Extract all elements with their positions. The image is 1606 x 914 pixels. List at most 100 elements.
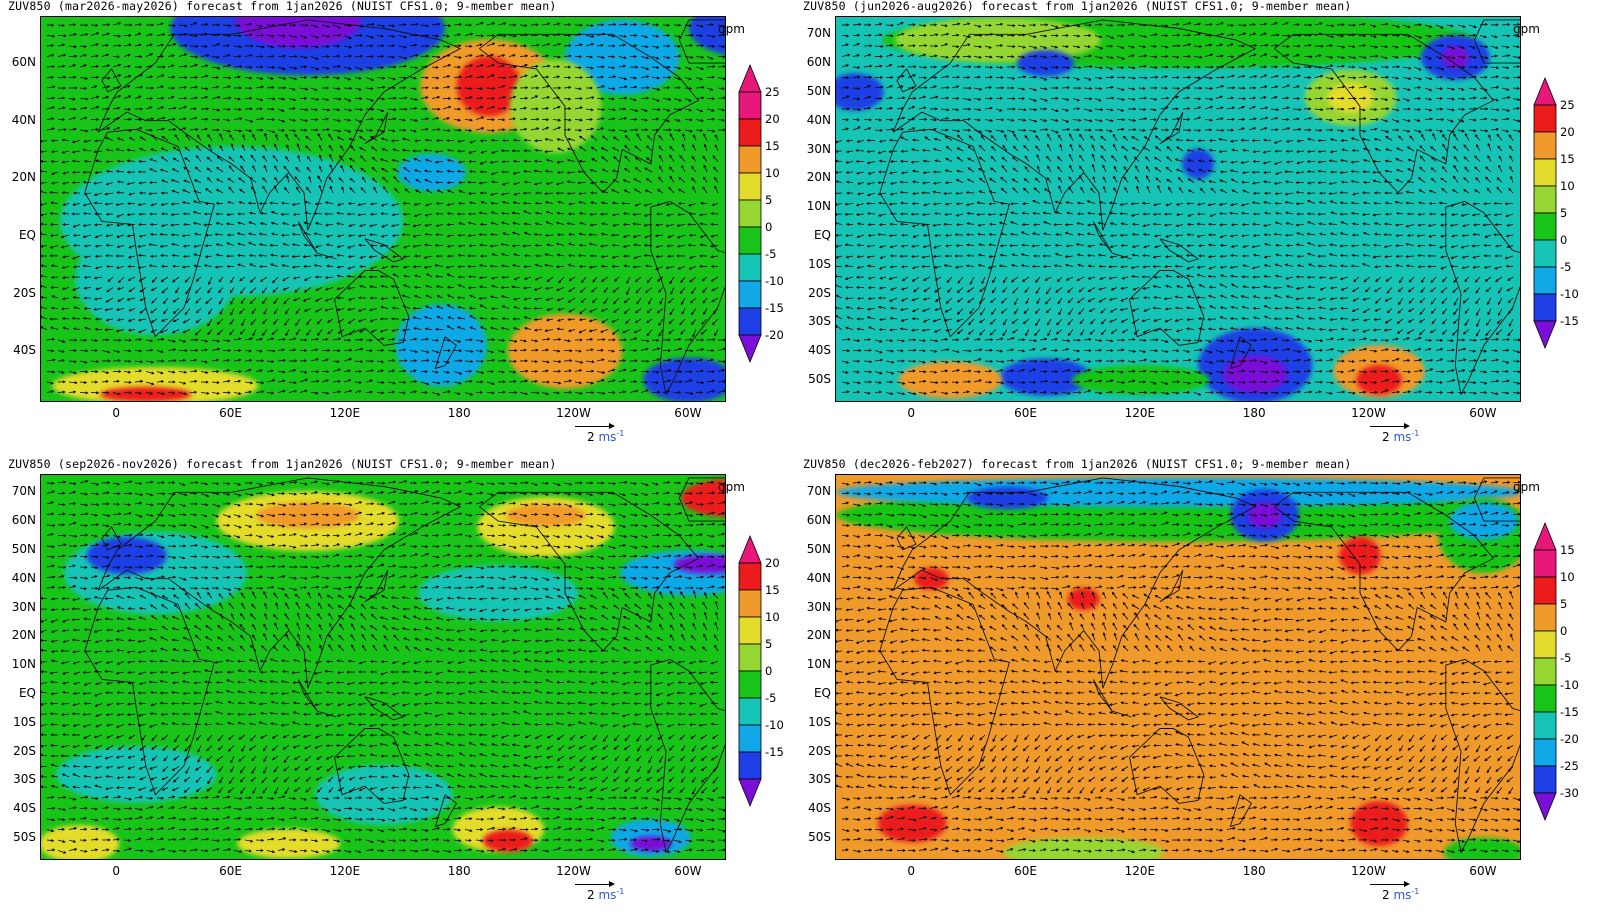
lon-label: 60E: [219, 864, 242, 878]
lat-label: 20N: [797, 628, 831, 642]
colorbar-swatch: [739, 227, 761, 254]
lon-label: 120W: [1351, 864, 1386, 878]
colorbar-label: 25: [1560, 98, 1575, 112]
colorbar-swatch: [1534, 658, 1556, 685]
colorbar-swatch: [739, 200, 761, 227]
map-svg: [41, 475, 726, 860]
colorbar-swatch: [739, 335, 761, 362]
reference-vector-label: 2 ms-1: [1382, 429, 1419, 444]
colorbar-label: -10: [1560, 287, 1579, 301]
colorbar-label: 20: [765, 112, 780, 126]
colorbar-label: 5: [765, 637, 772, 651]
colorbar-swatch: [1534, 186, 1556, 213]
colorbar-swatch: [739, 173, 761, 200]
lat-label: 10S: [797, 715, 831, 729]
colorbar-label: 15: [765, 583, 780, 597]
colorbar-swatch: [1534, 294, 1556, 321]
lat-label: 40N: [2, 571, 36, 585]
colorbar-label: 10: [765, 610, 780, 624]
anomaly-region: [878, 805, 947, 842]
map-svg: [41, 17, 726, 402]
lat-label: 70N: [2, 484, 36, 498]
reference-vector-label: 2 ms-1: [587, 887, 624, 902]
lat-label: EQ: [797, 686, 831, 700]
colorbar-label: 15: [1560, 152, 1575, 166]
colorbar-swatch: [1534, 267, 1556, 294]
lon-label: 120E: [330, 406, 361, 420]
colorbar-swatch: [1534, 240, 1556, 267]
panel-title: ZUV850 (dec2026-feb2027) forecast from 1…: [803, 457, 1352, 471]
lon-label: 180: [1243, 864, 1266, 878]
map-plot: [40, 16, 726, 402]
lat-label: 20N: [797, 170, 831, 184]
lat-label: 30N: [797, 600, 831, 614]
colorbar-swatch: [739, 254, 761, 281]
lat-label: 40S: [797, 801, 831, 815]
colorbar-label: 10: [765, 166, 780, 180]
anomaly-region: [397, 154, 466, 191]
colorbar: [1534, 523, 1556, 820]
field-background: [836, 17, 1521, 402]
colorbar-label: 5: [1560, 206, 1567, 220]
lat-label: 10S: [2, 715, 36, 729]
colorbar-label: -15: [1560, 705, 1579, 719]
lon-label: 0: [907, 406, 915, 420]
colorbar-label: -5: [765, 247, 776, 261]
colorbar-swatch: [1534, 604, 1556, 631]
colorbar-label: 0: [765, 664, 772, 678]
lon-label: 120W: [556, 864, 591, 878]
lon-label: 180: [1243, 406, 1266, 420]
anomaly-region: [1328, 83, 1374, 113]
colorbar-label: -10: [765, 718, 784, 732]
colorbar-swatch: [1534, 793, 1556, 820]
colorbar-label: 0: [1560, 233, 1567, 247]
reference-arrow-shaft: [1370, 426, 1408, 427]
lat-label: 10N: [2, 657, 36, 671]
anomaly-region: [100, 387, 191, 402]
lon-label: 60E: [219, 406, 242, 420]
lat-label: 60N: [797, 55, 831, 69]
lat-label: 40N: [797, 571, 831, 585]
unit-label: gpm: [1513, 22, 1540, 36]
lon-label: 120E: [330, 864, 361, 878]
anomaly-region: [1182, 149, 1214, 179]
lat-label: EQ: [2, 686, 36, 700]
colorbar-label: -30: [1560, 786, 1579, 800]
colorbar-label: 10: [1560, 570, 1575, 584]
lat-label: 30S: [797, 314, 831, 328]
colorbar-swatch: [1534, 550, 1556, 577]
lon-label: 0: [112, 406, 120, 420]
reference-vector: 2 ms-1: [1370, 422, 1440, 444]
reference-arrow-shaft: [575, 426, 613, 427]
lon-label: 0: [907, 864, 915, 878]
unit-label: gpm: [718, 22, 745, 36]
lon-label: 0: [112, 864, 120, 878]
lat-label: 20N: [2, 628, 36, 642]
map-svg: [836, 475, 1521, 860]
lat-label: 20N: [2, 170, 36, 184]
lon-label: 180: [448, 864, 471, 878]
colorbar-swatch: [739, 590, 761, 617]
colorbar-label: 20: [1560, 125, 1575, 139]
panel-title: ZUV850 (mar2026-may2026) forecast from 1…: [8, 0, 557, 13]
colorbar-label: -20: [1560, 732, 1579, 746]
lat-label: 10S: [797, 257, 831, 271]
lat-label: 70N: [797, 484, 831, 498]
colorbar-swatch: [739, 644, 761, 671]
lon-label: 60E: [1014, 864, 1037, 878]
colorbar-swatch: [1534, 766, 1556, 793]
anomaly-region: [506, 504, 586, 526]
colorbar-swatch: [1534, 712, 1556, 739]
unit-label: gpm: [718, 480, 745, 494]
lat-label: 50S: [2, 830, 36, 844]
colorbar-swatch: [739, 725, 761, 752]
colorbar-swatch: [1534, 213, 1556, 240]
colorbar-swatch: [1534, 78, 1556, 105]
lat-label: 40N: [2, 113, 36, 127]
colorbar-label: 5: [765, 193, 772, 207]
colorbar-swatch: [1534, 631, 1556, 658]
lat-label: 40S: [797, 343, 831, 357]
panel-jja: ZUV850 (jun2026-aug2026) forecast from 1…: [795, 0, 1598, 456]
anomaly-region: [56, 746, 216, 802]
lon-label: 120E: [1125, 864, 1156, 878]
